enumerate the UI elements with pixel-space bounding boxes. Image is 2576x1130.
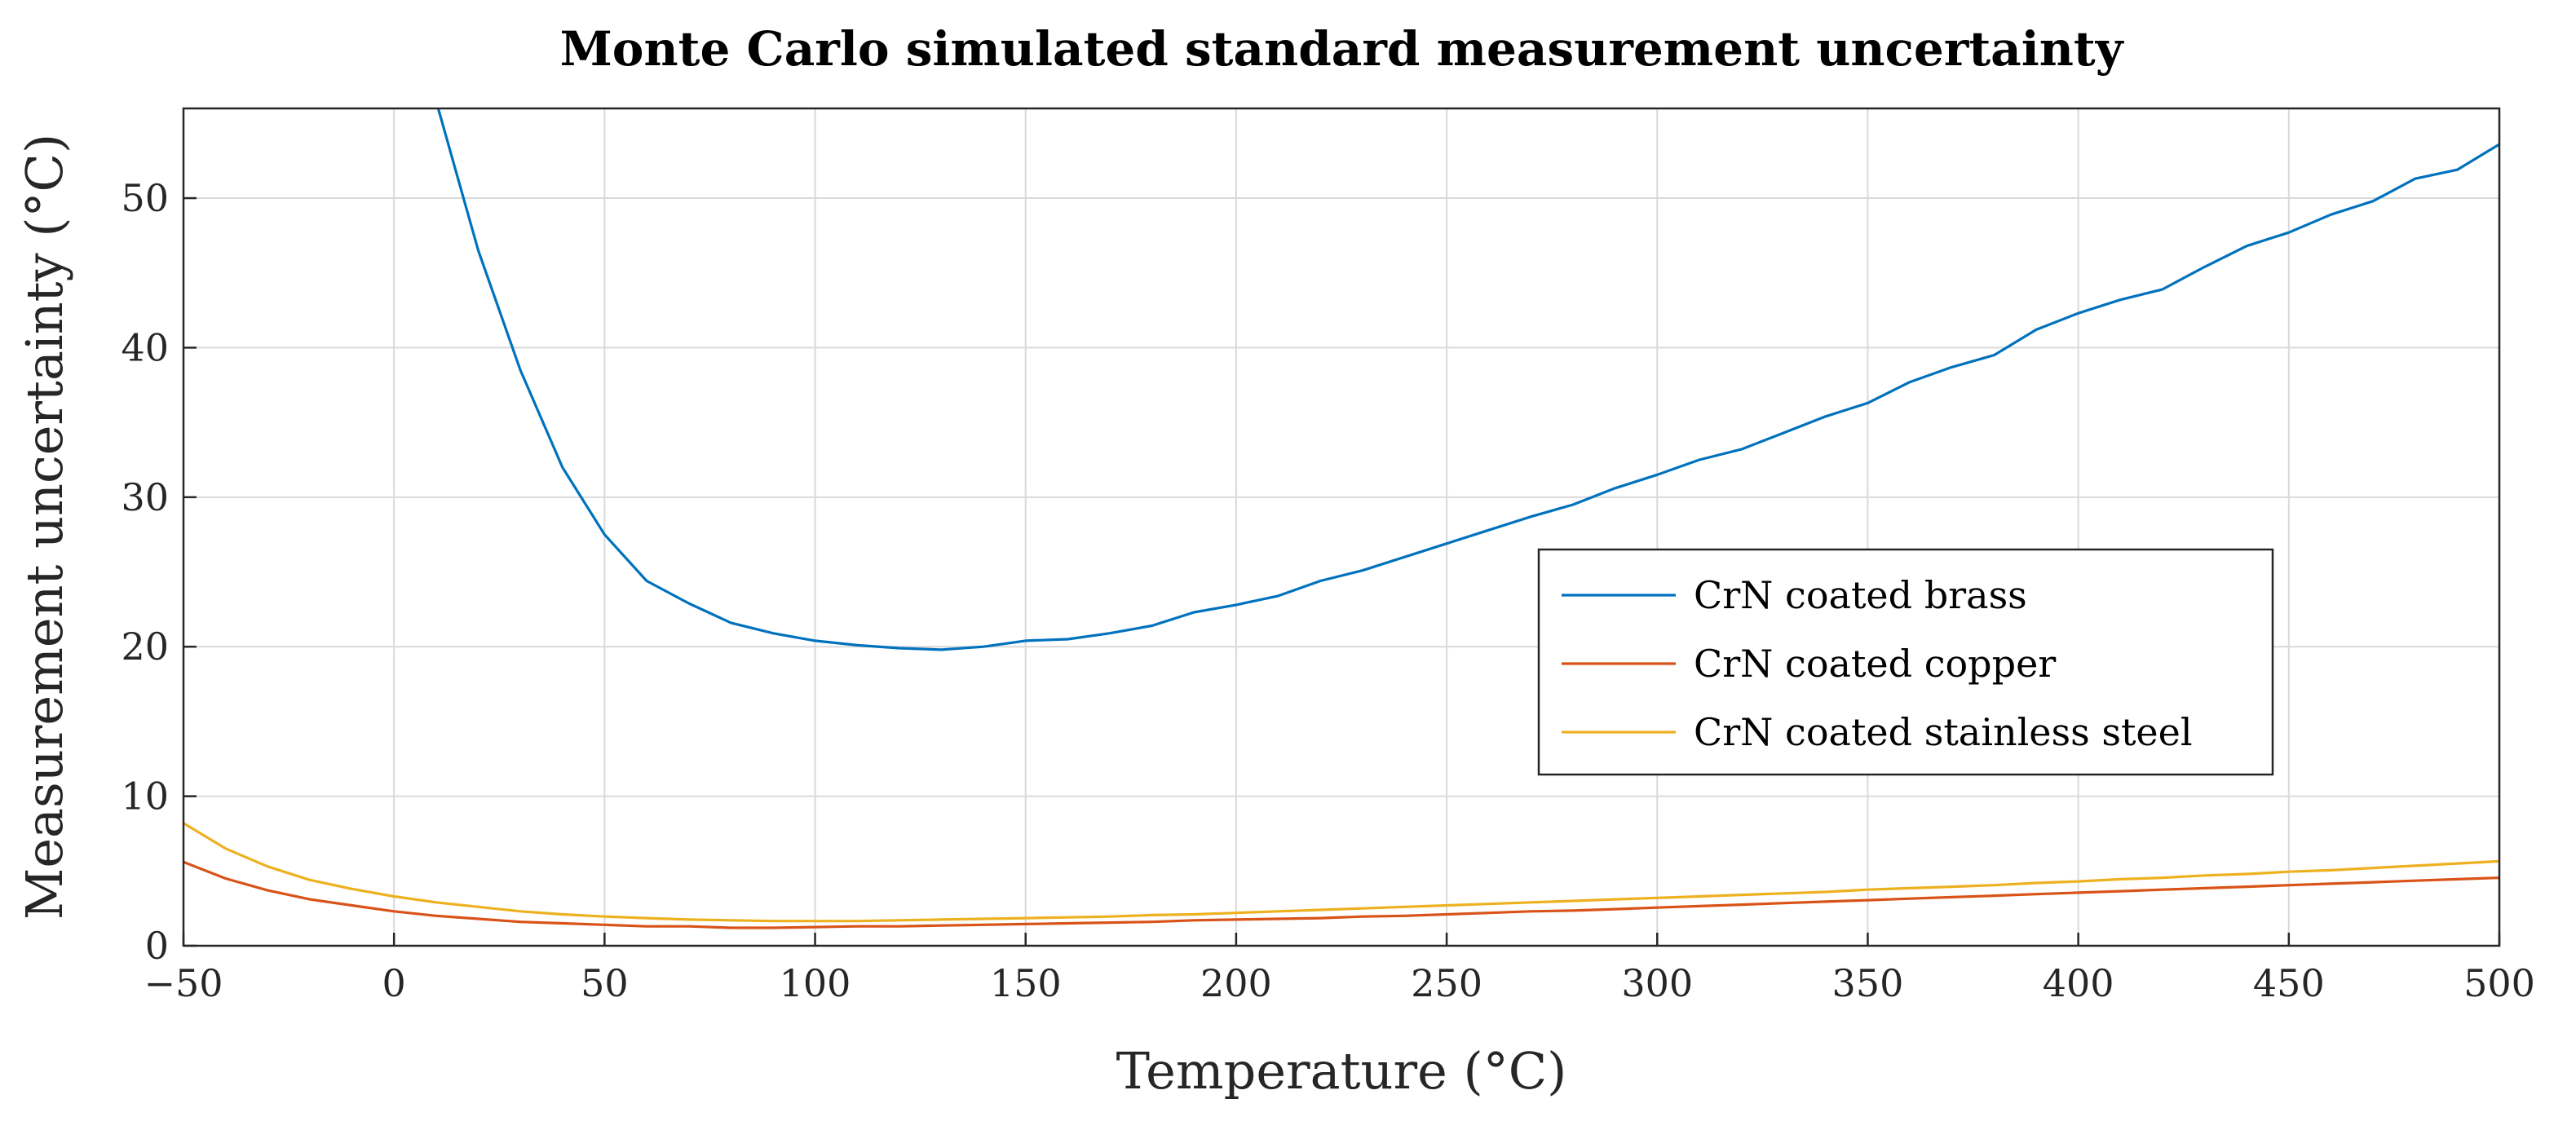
plot-frame — [182, 107, 2501, 947]
ticks: −50 0 50 100 150 200 250 300 350 400 450 5000102030… — [121, 176, 2534, 1005]
y-tick-label: 40 — [121, 325, 169, 369]
legend: CrN coated brass CrN coated copper CrN coa… — [1537, 548, 2274, 776]
x-tick-label: 100 — [780, 961, 851, 1005]
x-tick-label: 200 — [1200, 961, 1272, 1005]
series-line-crn-coated-brass — [436, 108, 2499, 651]
x-tick-label: 450 — [2253, 961, 2325, 1005]
x-tick-label: 400 — [2043, 961, 2114, 1005]
y-tick-label: 20 — [121, 625, 169, 669]
x-tick-label: 150 — [990, 961, 1062, 1005]
x-tick-label: 50 — [581, 961, 629, 1005]
legend-label: CrN coated brass — [1694, 573, 2027, 617]
y-tick-label: 50 — [121, 176, 169, 220]
x-tick-label: 500 — [2463, 961, 2535, 1005]
series-lines — [183, 108, 2499, 929]
legend-label: CrN coated copper — [1694, 642, 2056, 686]
y-tick-label: 0 — [145, 924, 169, 968]
y-tick-label: 10 — [121, 775, 169, 819]
y-tick-label: 30 — [121, 475, 169, 519]
x-tick-label: 0 — [382, 961, 406, 1005]
y-axis-label: Measurement uncertainty (°C) — [15, 134, 74, 920]
x-axis-label: Temperature (°C) — [1116, 1041, 1567, 1101]
series-line-crn-coated-stainless-steel — [183, 822, 2499, 923]
chart-title: Monte Carlo simulated standard measureme… — [560, 21, 2125, 77]
x-tick-label: 350 — [1832, 961, 1904, 1005]
x-tick-label: 250 — [1411, 961, 1482, 1005]
series-line-crn-coated-copper — [183, 860, 2499, 929]
grid — [183, 108, 2500, 947]
x-tick-label: −50 — [144, 961, 223, 1005]
legend-box — [1537, 548, 2274, 776]
x-tick-label: 300 — [1621, 961, 1693, 1005]
legend-label: CrN coated stainless steel — [1694, 710, 2193, 754]
